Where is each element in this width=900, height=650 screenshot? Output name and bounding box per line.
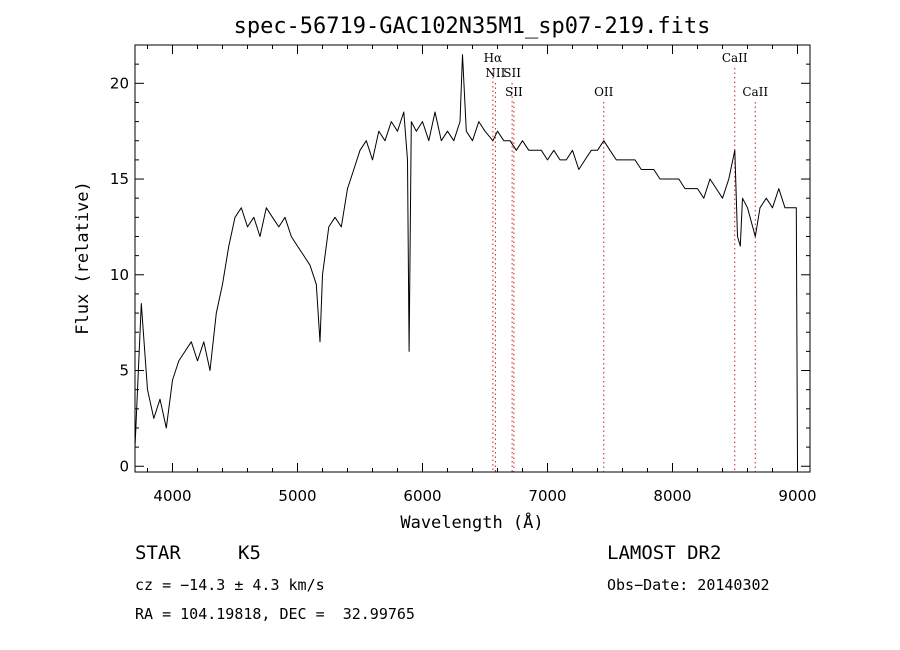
y-tick-label: 20: [110, 74, 129, 92]
spectral-line-label: CaII: [742, 85, 768, 99]
x-tick-label: 4000: [153, 487, 191, 505]
spectral-line-label: SII: [503, 66, 521, 80]
x-tick-label: 7000: [528, 487, 566, 505]
tick-layer: 4000 5000 6000 7000 8000 9000 0 5 10 15 20: [110, 45, 817, 505]
plot-frame: [134, 44, 811, 473]
y-tick-label: 15: [110, 170, 129, 188]
x-tick-label: 5000: [278, 487, 316, 505]
survey-name: LAMOST DR2: [607, 542, 722, 564]
object-class: STAR: [135, 542, 181, 564]
spectral-line-label: NII: [485, 66, 505, 80]
spectral-line-label: SII: [505, 85, 523, 99]
spectral-line-label: CaII: [722, 51, 748, 65]
x-tick-label: 8000: [653, 487, 691, 505]
object-subclass: K5: [238, 542, 261, 564]
y-tick-label: 10: [110, 266, 129, 284]
spectrum-line: [134, 54, 798, 467]
spectral-line-label: OII: [594, 85, 614, 99]
redshift-info: cz = −14.3 ± 4.3 km/s: [135, 576, 325, 594]
y-axis-label: Flux (relative): [73, 181, 93, 335]
x-tick-label: 6000: [403, 487, 441, 505]
x-axis-label: Wavelength (Å): [400, 511, 543, 533]
y-tick-label: 0: [119, 457, 129, 475]
y-tick-label: 5: [119, 362, 129, 380]
x-tick-label: 9000: [778, 487, 816, 505]
plot-layer: [134, 54, 798, 472]
coordinates: RA = 104.19818, DEC = 32.99765: [135, 605, 415, 623]
chart-title: spec-56719-GAC102N35M1_sp07-219.fits: [234, 14, 711, 39]
observation-date: Obs−Date: 20140302: [607, 576, 770, 594]
spectral-line-label: Hα: [484, 51, 503, 65]
